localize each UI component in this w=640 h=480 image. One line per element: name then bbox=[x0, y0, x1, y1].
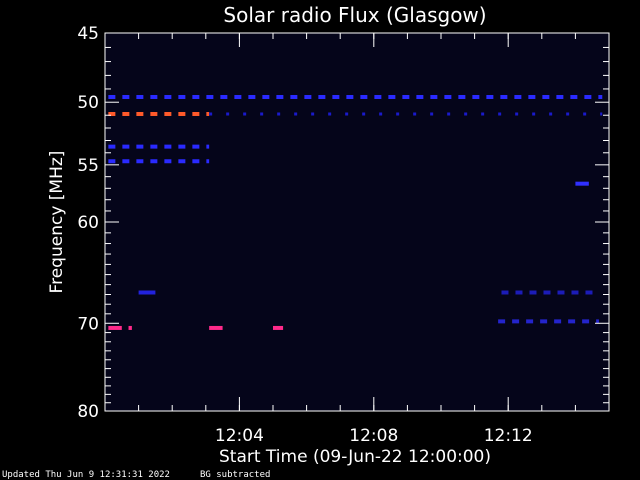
x-axis-ticks: 12:04 12:08 12:12 bbox=[138, 33, 576, 446]
y-tick-label: 50 bbox=[77, 93, 99, 113]
y-tick-label: 60 bbox=[77, 213, 99, 233]
y-tick-label: 70 bbox=[77, 314, 99, 334]
x-tick-label: 12:04 bbox=[215, 426, 264, 446]
emission-bands bbox=[108, 94, 603, 330]
chart-title: Solar radio Flux (Glasgow) bbox=[223, 3, 486, 27]
x-tick-label: 12:08 bbox=[349, 426, 398, 446]
y-tick-label: 80 bbox=[77, 402, 99, 422]
x-tick-label: 12:12 bbox=[484, 426, 533, 446]
y-axis-ticks: 45 50 55 60 70 80 bbox=[77, 24, 609, 422]
y-tick-label: 45 bbox=[77, 24, 99, 44]
footer-bg-note: BG subtracted bbox=[200, 470, 270, 480]
y-axis-title: Frequency [MHz] bbox=[47, 151, 67, 294]
plot-area bbox=[105, 33, 609, 411]
y-tick-label: 55 bbox=[77, 156, 99, 176]
footer-updated: Updated Thu Jun 9 12:31:31 2022 bbox=[2, 470, 170, 480]
x-axis-title: Start Time (09-Jun-22 12:00:00) bbox=[219, 447, 491, 467]
